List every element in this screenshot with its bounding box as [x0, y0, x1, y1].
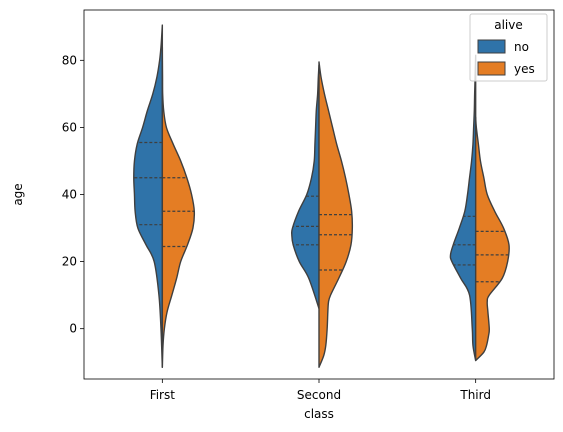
violin-yes-first: [161, 46, 196, 368]
violin-no-first: [133, 24, 164, 368]
legend-swatch-yes: [477, 61, 506, 76]
violin-yes-third: [474, 116, 510, 362]
y-tick-label: 80: [62, 53, 77, 67]
y-tick-label: 0: [69, 322, 77, 336]
y-axis-label: age: [11, 183, 25, 205]
x-axis-label: class: [304, 407, 334, 421]
legend: alive no yes: [469, 13, 548, 82]
x-tick-label-second: Second: [297, 388, 341, 402]
legend-swatch-no: [477, 39, 506, 54]
y-tick-label: 40: [62, 188, 77, 202]
legend-items: no yes: [477, 39, 535, 76]
axis-ticks: 0 20 40 60 80 First Second Third: [62, 53, 491, 402]
x-tick-label-first: First: [150, 388, 176, 402]
legend-title: alive: [494, 18, 523, 32]
violin-no-third: [449, 54, 477, 362]
violin-no-second: [290, 64, 320, 310]
legend-label-no: no: [514, 40, 529, 54]
y-tick-label: 60: [62, 120, 77, 134]
plot-area: [133, 24, 510, 368]
legend-label-yes: yes: [514, 62, 535, 76]
x-tick-label-third: Third: [459, 388, 491, 402]
y-tick-label: 20: [62, 255, 77, 269]
